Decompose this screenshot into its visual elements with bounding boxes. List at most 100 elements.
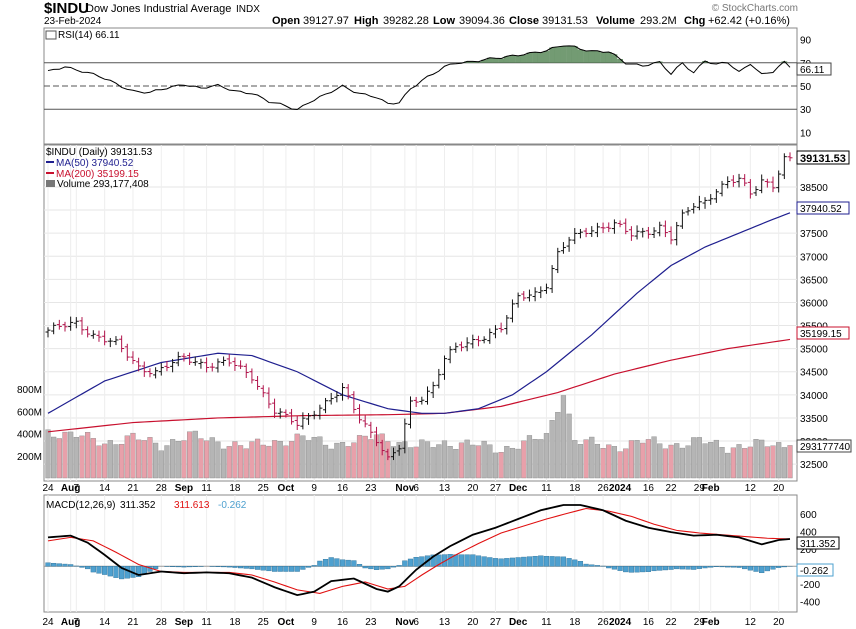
x-axis-label: 16 (337, 483, 349, 494)
volume-bar (62, 431, 68, 479)
volume-bar (640, 442, 646, 479)
volume-bar (164, 445, 170, 479)
macd-histogram-bar (526, 556, 533, 567)
macd-histogram-bar (254, 566, 261, 570)
macd-histogram-bar (583, 563, 589, 567)
macd-histogram-bar (436, 554, 442, 567)
rsi-extreme-fill (588, 50, 595, 63)
volume-bar (396, 442, 402, 479)
volume-bar (589, 436, 595, 479)
volume-bar (96, 445, 102, 479)
close-value-badge: 39131.53 (796, 150, 850, 165)
svg-text:311.352: 311.352 (800, 539, 836, 550)
svg-text:37940.52: 37940.52 (800, 204, 842, 215)
macd-histogram-bar (696, 566, 702, 569)
macd-histogram-bar (515, 557, 521, 567)
volume-bar (124, 435, 130, 479)
volume-bar (674, 443, 680, 479)
x-axis-label: 21 (127, 483, 139, 494)
quote-date: 23-Feb-2024 (44, 16, 102, 27)
volume-bar (560, 395, 567, 479)
rsi-extreme-fill (498, 58, 505, 63)
hist-value-badge: -0.262 (796, 563, 834, 577)
x-axis-label: Nov (395, 483, 414, 494)
index-name: Dow Jones Industrial Average (86, 3, 231, 15)
x-axis-label: 25 (258, 483, 270, 494)
rsi-extreme-fill (520, 54, 527, 63)
chg-label: Chg (684, 15, 705, 27)
macd-histogram-bar (458, 554, 465, 567)
volume-bar (668, 444, 674, 479)
macd-histogram-bar (90, 566, 96, 573)
macd-histogram-bar (532, 555, 538, 567)
volume-bar (498, 452, 504, 479)
macd-histogram-bar (725, 566, 731, 568)
rsi-extreme-fill (560, 46, 567, 63)
macd-histogram-bar (560, 556, 567, 567)
x-axis-label: 26 (598, 617, 610, 628)
rsi-panel (43, 27, 798, 145)
ma200-line (47, 338, 791, 433)
macd-histogram-bar (487, 557, 493, 567)
volume-bar (577, 444, 584, 479)
close-label: Close (509, 15, 539, 27)
macd-histogram-bar (102, 566, 108, 575)
x-axis-label: Nov (395, 617, 414, 628)
volume-bar (634, 440, 640, 479)
volume-bar (487, 444, 493, 479)
macd-tick-label: 200 (800, 545, 817, 556)
x-axis-label: 24 (42, 483, 54, 494)
volume-bar (657, 443, 663, 479)
macd-histogram-bar (781, 566, 787, 568)
volume-bar (237, 445, 244, 479)
high-label: High (354, 15, 379, 27)
volume-bar (515, 448, 521, 479)
volume-bar (351, 442, 357, 479)
volume-bar (526, 435, 533, 479)
rsi-extreme-fill (515, 55, 522, 63)
volume-bar (102, 443, 108, 479)
rsi-extreme-fill (554, 46, 561, 63)
macd-legend-label: MACD(12,26,9) (46, 500, 115, 511)
macd-histogram-bar (266, 566, 272, 572)
macd-histogram-bar (747, 566, 753, 571)
volume-bar (390, 446, 397, 479)
rsi-extreme-fill (571, 46, 578, 63)
x-axis-label: 11 (201, 483, 212, 494)
x-axis-labels: 2424AugAug77141421212828SepSep1111181825… (42, 483, 784, 628)
ma50-legend: MA(50) 37940.52 (56, 158, 134, 169)
macd-histogram-bar (339, 559, 346, 567)
rsi-extreme-fill (481, 59, 488, 63)
macd-histogram-bar (226, 566, 232, 568)
volume-bar (119, 443, 125, 479)
volume-bar (328, 448, 334, 479)
volume-bar (651, 436, 657, 479)
macd-histogram-bar (481, 556, 487, 567)
volume-bar (419, 439, 425, 479)
volume-bar (447, 446, 453, 479)
price-bars (45, 152, 793, 461)
macd-histogram-bar (742, 566, 748, 570)
volume-value: 293.2M (640, 15, 677, 27)
volume-bar (691, 437, 697, 479)
macd-histogram-bar (589, 564, 595, 567)
x-axis-label: 11 (541, 483, 552, 494)
volume-bar (153, 442, 159, 479)
volume-bar (566, 413, 572, 479)
volume-bar (45, 429, 51, 479)
volume-bar (90, 438, 96, 479)
volume-bar (430, 447, 436, 479)
volume-bar (158, 450, 164, 479)
volume-bar (107, 440, 113, 479)
macd-histogram-bar (594, 565, 601, 567)
macd-histogram-bar (356, 564, 363, 567)
x-axis-label: Dec (509, 617, 528, 628)
volume-bar (708, 442, 714, 479)
volume-bar (645, 439, 651, 479)
macd-histogram-bar (538, 555, 544, 567)
x-axis-label: 13 (439, 617, 451, 628)
rsi-value-badge: 66.11 (796, 62, 832, 76)
macd-histogram-bar (362, 566, 368, 569)
macd-histogram-bar (385, 566, 391, 570)
